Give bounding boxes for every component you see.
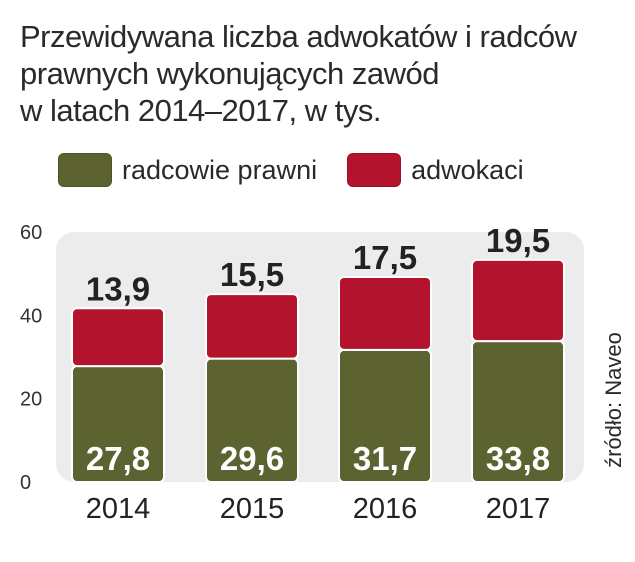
data-label-radcowie-2014: 27,8 (86, 440, 150, 477)
bar-adwokaci-2017 (471, 258, 565, 343)
legend-label-adwokaci: adwokaci (411, 154, 524, 185)
data-label-radcowie-2016: 31,7 (353, 440, 417, 477)
chart-title-line-2: prawnych wykonujących zawód (20, 56, 440, 91)
chart-title-line-1: Przewidywana liczba adwokatów i radców (20, 19, 577, 54)
x-tick-label-2014: 2014 (86, 493, 151, 525)
y-tick-label: 0 (20, 472, 31, 494)
y-tick-label: 60 (20, 222, 42, 244)
legend-swatch-radcowie (58, 153, 112, 187)
chart-title-line-3: w latach 2014–2017, w tys. (20, 93, 381, 128)
plot-background (56, 232, 584, 482)
source-note: źródło: Naveo (594, 320, 634, 480)
chart-title: Przewidywana liczba adwokatów i radców p… (20, 18, 580, 129)
y-tick-label: 40 (20, 305, 42, 327)
data-label-radcowie-2017: 33,8 (486, 440, 550, 477)
x-tick-label-2016: 2016 (353, 493, 418, 525)
bar-adwokaci-2014 (71, 307, 165, 368)
bar-adwokaci-2015 (205, 293, 299, 360)
source-text: źródło: Naveo (601, 332, 626, 468)
data-label-adwokaci-2017: 19,5 (486, 222, 550, 259)
data-label-radcowie-2015: 29,6 (220, 440, 284, 477)
x-tick-label-2017: 2017 (486, 493, 551, 525)
data-label-adwokaci-2015: 15,5 (220, 256, 284, 293)
legend-label-radcowie: radcowie prawni (122, 154, 318, 185)
bar-adwokaci-2016 (338, 276, 432, 351)
data-label-adwokaci-2014: 13,9 (86, 270, 150, 307)
legend-item-radcowie: radcowie prawni (58, 153, 317, 187)
legend-swatch-adwokaci (347, 153, 402, 187)
chart-legend: radcowie prawni adwokaci (58, 152, 554, 188)
x-tick-label-2015: 2015 (220, 493, 285, 525)
y-tick-label: 20 (20, 389, 42, 411)
data-label-adwokaci-2016: 17,5 (353, 239, 417, 276)
legend-item-adwokaci: adwokaci (347, 153, 524, 187)
